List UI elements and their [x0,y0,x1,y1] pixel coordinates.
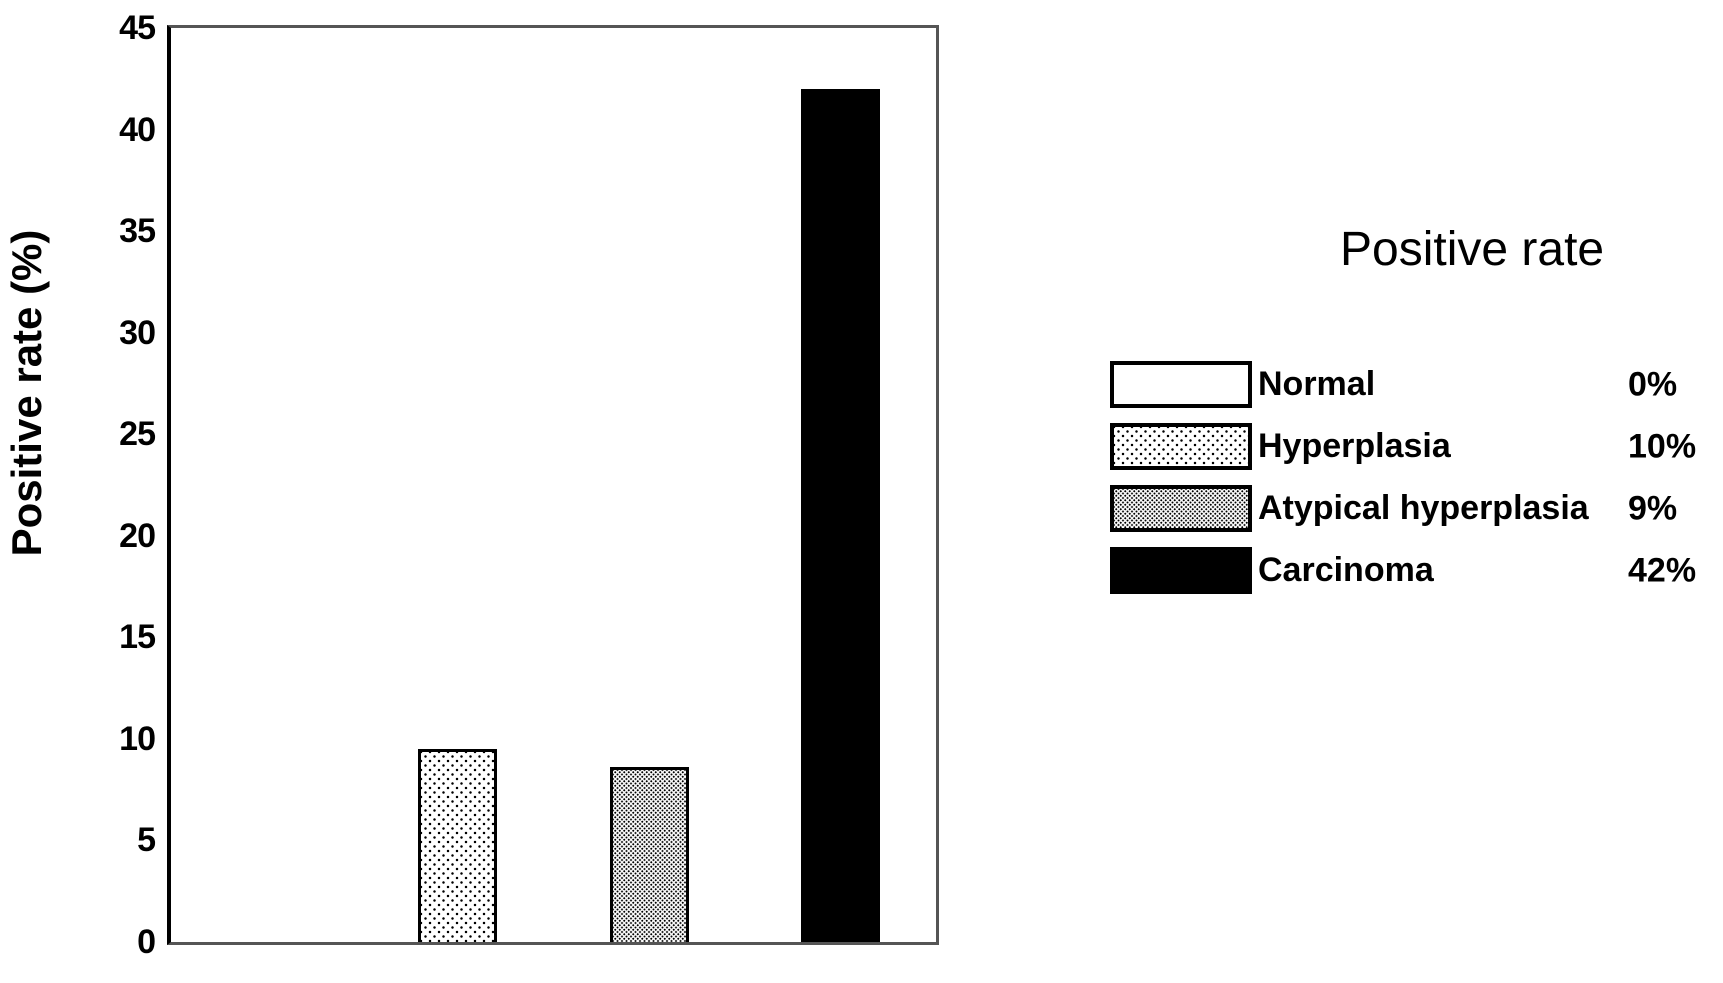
legend-row-hyperplasia: Hyperplasia 10% [1110,423,1696,470]
bar-hyperplasia [418,749,498,942]
legend-label: Hyperplasia [1258,427,1451,465]
y-tick-label: 10 [119,719,156,758]
legend-label: Carcinoma [1258,551,1434,589]
y-tick-label: 30 [119,313,156,352]
y-tick-label: 40 [119,110,156,149]
legend-swatch-solid-black [1110,547,1252,594]
y-tick-label: 45 [119,9,156,47]
y-tick-label: 20 [119,516,156,555]
y-axis-title: Positive rate (%) [3,229,50,557]
bar-carcinoma [800,88,880,942]
legend-row-normal: Normal 0% [1110,361,1677,408]
legend-swatch-white [1110,361,1252,408]
legend-swatch-dots-sparse [1110,423,1252,470]
legend-value: 10% [1628,427,1697,465]
y-tick-label: 35 [119,212,156,251]
legend-row-atypical-hyperplasia: Atypical hyperplasia 9% [1110,485,1677,532]
legend-value: 42% [1628,551,1697,589]
plot-area [167,25,939,945]
bars-container [171,28,936,942]
legend-swatch-dots-dense [1110,485,1252,532]
y-tick-label: 25 [119,415,156,454]
legend-label: Atypical hyperplasia [1258,489,1589,527]
y-tick-label: 0 [137,923,156,961]
legend-row-carcinoma: Carcinoma 42% [1110,547,1696,594]
bar-atypical-hyperplasia [609,767,689,942]
y-tick-label: 15 [119,618,156,657]
legend-title: Positive rate [1340,223,1605,276]
legend-label: Normal [1258,365,1376,403]
y-tick-label: 5 [137,821,156,860]
legend-value: 0% [1628,365,1678,403]
legend-value: 9% [1628,489,1678,527]
